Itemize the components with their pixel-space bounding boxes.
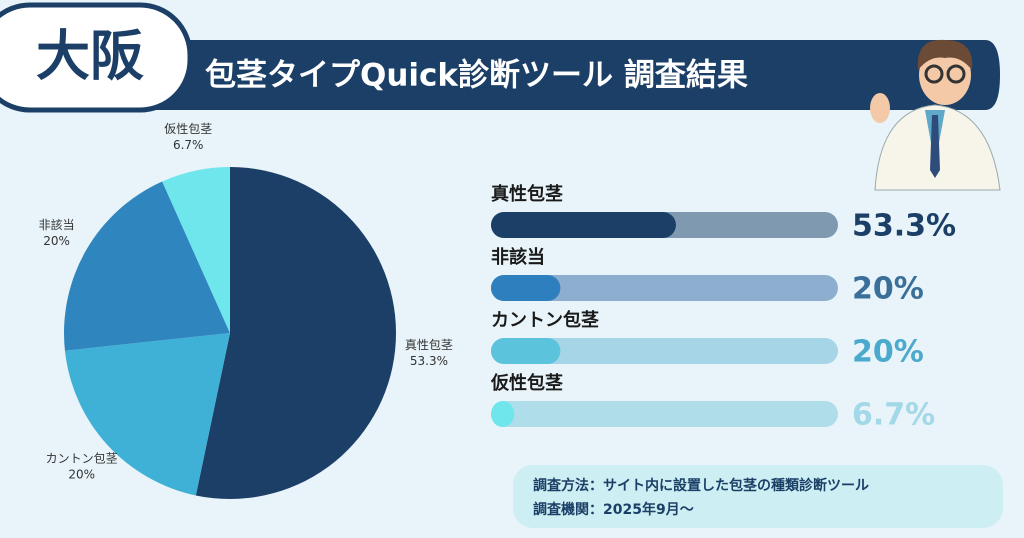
title: 包茎タイプQuick診断ツール 調査結果 [205,58,748,94]
footnote-period: 調査機関：2025年9月〜 [533,501,694,518]
footnote-box [513,465,1003,528]
pie-label-category: カントン包茎 [46,452,118,466]
region-badge [0,2,193,113]
pie-label-value: 20% [43,234,70,248]
bar-category: 真性包茎 [491,183,563,205]
bar-value-label: 20% [852,272,924,307]
footnote-method: 調査方法：サイト内に設置した包茎の種類診断ツール [533,477,869,494]
region: 大阪 [36,25,144,88]
bar-track [491,275,838,301]
bar-track [491,401,838,427]
pie-slice [64,181,230,351]
bar [491,401,515,427]
pie-slice [195,167,397,499]
bar-value-label: 20% [852,335,924,370]
doctor-illustration [870,39,1001,191]
pie-label-value: 6.7% [173,138,204,152]
pie-label-category: 仮性包茎 [164,122,212,136]
bar [491,338,561,364]
pie-label-value: 53.3% [410,354,448,368]
bar-category: 仮性包茎 [490,372,563,394]
pie-slice [162,167,230,333]
bar-value-label: 53.3% [852,209,956,244]
title-band [150,40,1000,110]
bar-category: カントン包茎 [491,309,599,331]
pie-label-value: 20% [68,468,95,482]
pie-slice [64,333,230,496]
bar-category: 非該当 [491,246,545,268]
bar [491,275,561,301]
bar-track [491,338,838,364]
bar [491,212,676,238]
pie-label-category: 非該当 [39,217,75,232]
pie-label-category: 真性包茎 [405,338,453,352]
bar-value-label: 6.7% [852,398,935,433]
